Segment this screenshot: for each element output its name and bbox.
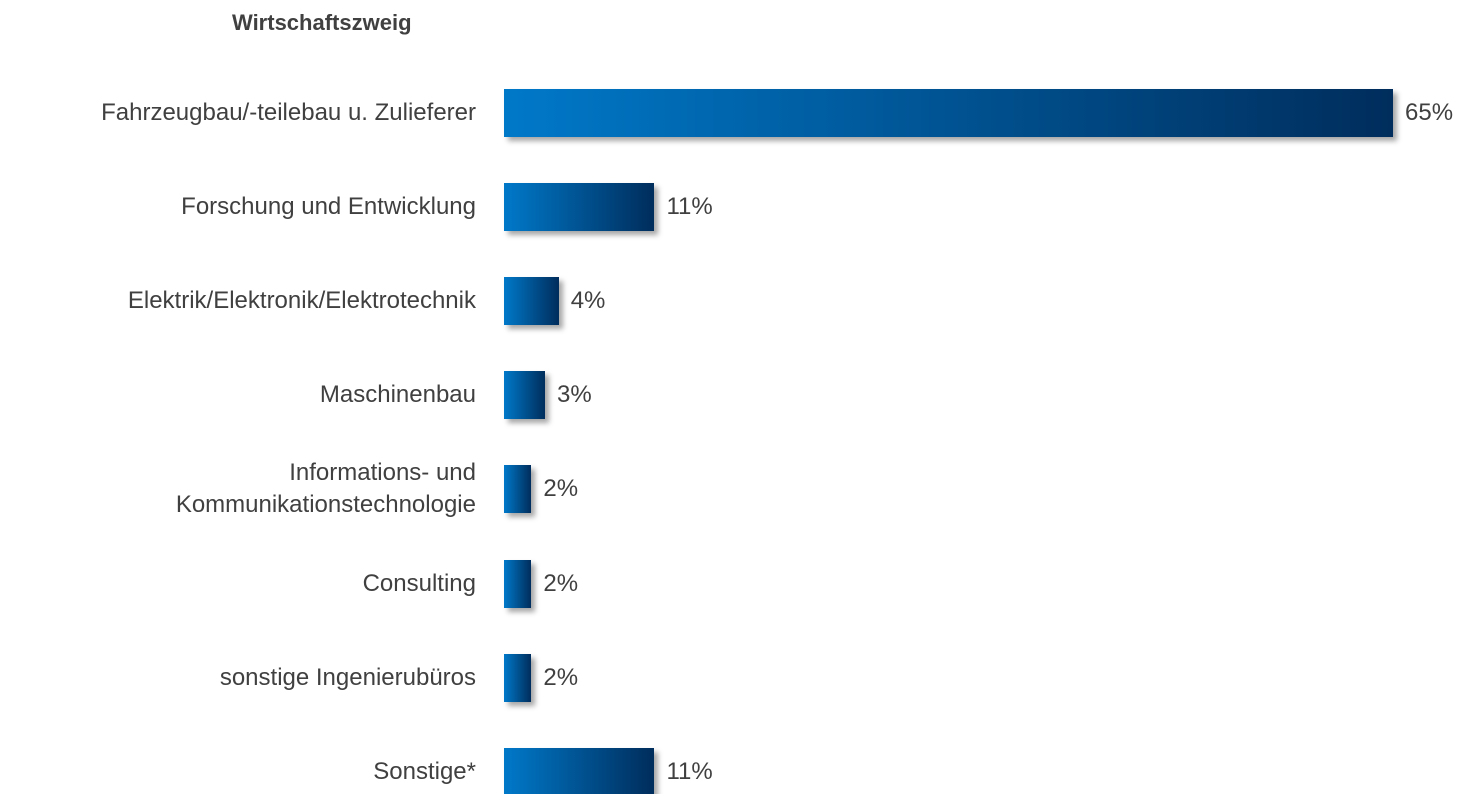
chart-title: Wirtschaftszweig — [232, 10, 412, 35]
category-label: sonstige Ingenierubüros — [219, 663, 476, 691]
bar — [504, 89, 1393, 137]
bar — [504, 277, 559, 326]
bar — [504, 559, 532, 608]
value-label: 2% — [543, 475, 579, 503]
category-label: Forschung und Entwicklung — [181, 193, 476, 221]
category-label: Sonstige* — [373, 757, 476, 785]
value-label: 11% — [666, 757, 713, 785]
value-label: 65% — [1405, 99, 1454, 126]
category-label: Informations- und Kommunikationstechnolo… — [175, 459, 476, 519]
value-label: 11% — [666, 193, 713, 221]
value-label: 2% — [543, 663, 579, 691]
category-label: Fahrzeugbau/-teilebau u. Zulieferer — [101, 99, 476, 126]
bar — [504, 747, 655, 794]
bar — [504, 371, 546, 420]
bar — [504, 183, 655, 232]
bar — [504, 653, 532, 702]
value-label: 4% — [570, 287, 606, 315]
bar — [504, 465, 532, 514]
category-label: Elektrik/Elektronik/Elektrotechnik — [127, 287, 476, 315]
category-label: Maschinenbau — [319, 381, 476, 409]
value-label: 2% — [543, 569, 579, 597]
value-label: 3% — [557, 381, 592, 409]
category-label: Consulting — [362, 569, 476, 597]
